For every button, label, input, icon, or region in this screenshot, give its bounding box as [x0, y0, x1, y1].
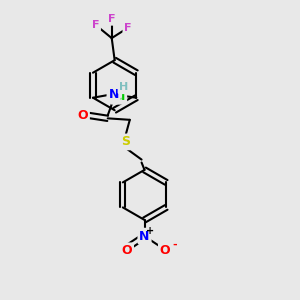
Text: H: H [119, 82, 128, 92]
Text: S: S [121, 135, 130, 148]
Text: +: + [146, 226, 154, 236]
Text: -: - [172, 240, 177, 250]
Text: O: O [77, 109, 88, 122]
Text: O: O [160, 244, 170, 257]
Text: N: N [139, 230, 150, 243]
Text: F: F [92, 20, 99, 30]
Text: Cl: Cl [112, 90, 125, 103]
Text: F: F [124, 23, 132, 33]
Text: N: N [108, 88, 119, 101]
Text: O: O [122, 244, 132, 257]
Text: F: F [108, 14, 116, 24]
